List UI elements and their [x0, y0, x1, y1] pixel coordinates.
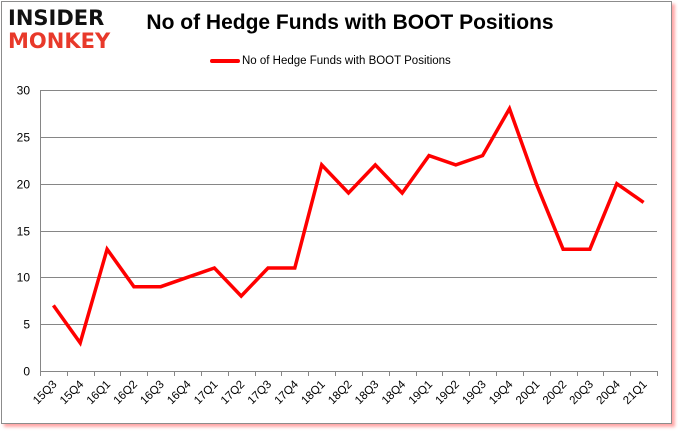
x-tick-label: 16Q2	[112, 379, 140, 407]
x-tick-label: 18Q1	[299, 379, 327, 407]
x-tick-label: 15Q3	[31, 379, 59, 407]
x-tick-label: 16Q3	[138, 379, 166, 407]
x-tick-label: 18Q2	[326, 379, 354, 407]
x-tick-label: 16Q4	[165, 378, 194, 407]
y-tick-label: 30	[17, 84, 31, 98]
insider-monkey-logo: INSIDER MONKEY	[8, 6, 128, 54]
x-tick-label: 19Q1	[407, 379, 435, 407]
logo-line-2: MONKEY	[8, 29, 111, 53]
y-tick-label: 10	[17, 271, 31, 285]
x-tick-label: 21Q1	[621, 379, 649, 407]
y-tick-label: 25	[17, 131, 31, 145]
x-tick-label: 19Q3	[460, 379, 488, 407]
y-tick-label: 5	[23, 318, 30, 332]
x-tick-label: 20Q4	[594, 378, 623, 407]
x-tick-label: 19Q2	[434, 379, 462, 407]
x-tick-label: 16Q1	[85, 379, 113, 407]
legend-label: No of Hedge Funds with BOOT Positions	[242, 55, 451, 67]
x-tick-label: 17Q2	[219, 379, 247, 407]
y-tick-label: 15	[17, 225, 31, 239]
legend-line-swatch-icon	[210, 59, 240, 63]
x-tick-label: 17Q3	[246, 379, 274, 407]
series-line	[51, 104, 645, 347]
x-tick-label: 18Q4	[380, 378, 409, 407]
x-tick-label: 18Q3	[353, 379, 381, 407]
chart-legend: No of Hedge Funds with BOOT Positions	[210, 53, 451, 69]
chart-frame	[1, 1, 672, 424]
y-tick-label: 20	[17, 178, 31, 192]
x-tick-label: 20Q3	[568, 379, 596, 407]
chart-title: No of Hedge Funds with BOOT Positions	[146, 11, 554, 34]
x-tick-label: 20Q1	[514, 379, 542, 407]
x-tick-label: 15Q4	[58, 378, 87, 407]
x-tick-label: 17Q1	[192, 379, 220, 407]
x-tick-label: 20Q2	[541, 379, 569, 407]
x-tick-label: 17Q4	[273, 378, 302, 407]
y-tick-label: 0	[23, 365, 30, 379]
logo-line-1: INSIDER	[8, 6, 105, 30]
x-tick-label: 19Q4	[487, 378, 516, 407]
